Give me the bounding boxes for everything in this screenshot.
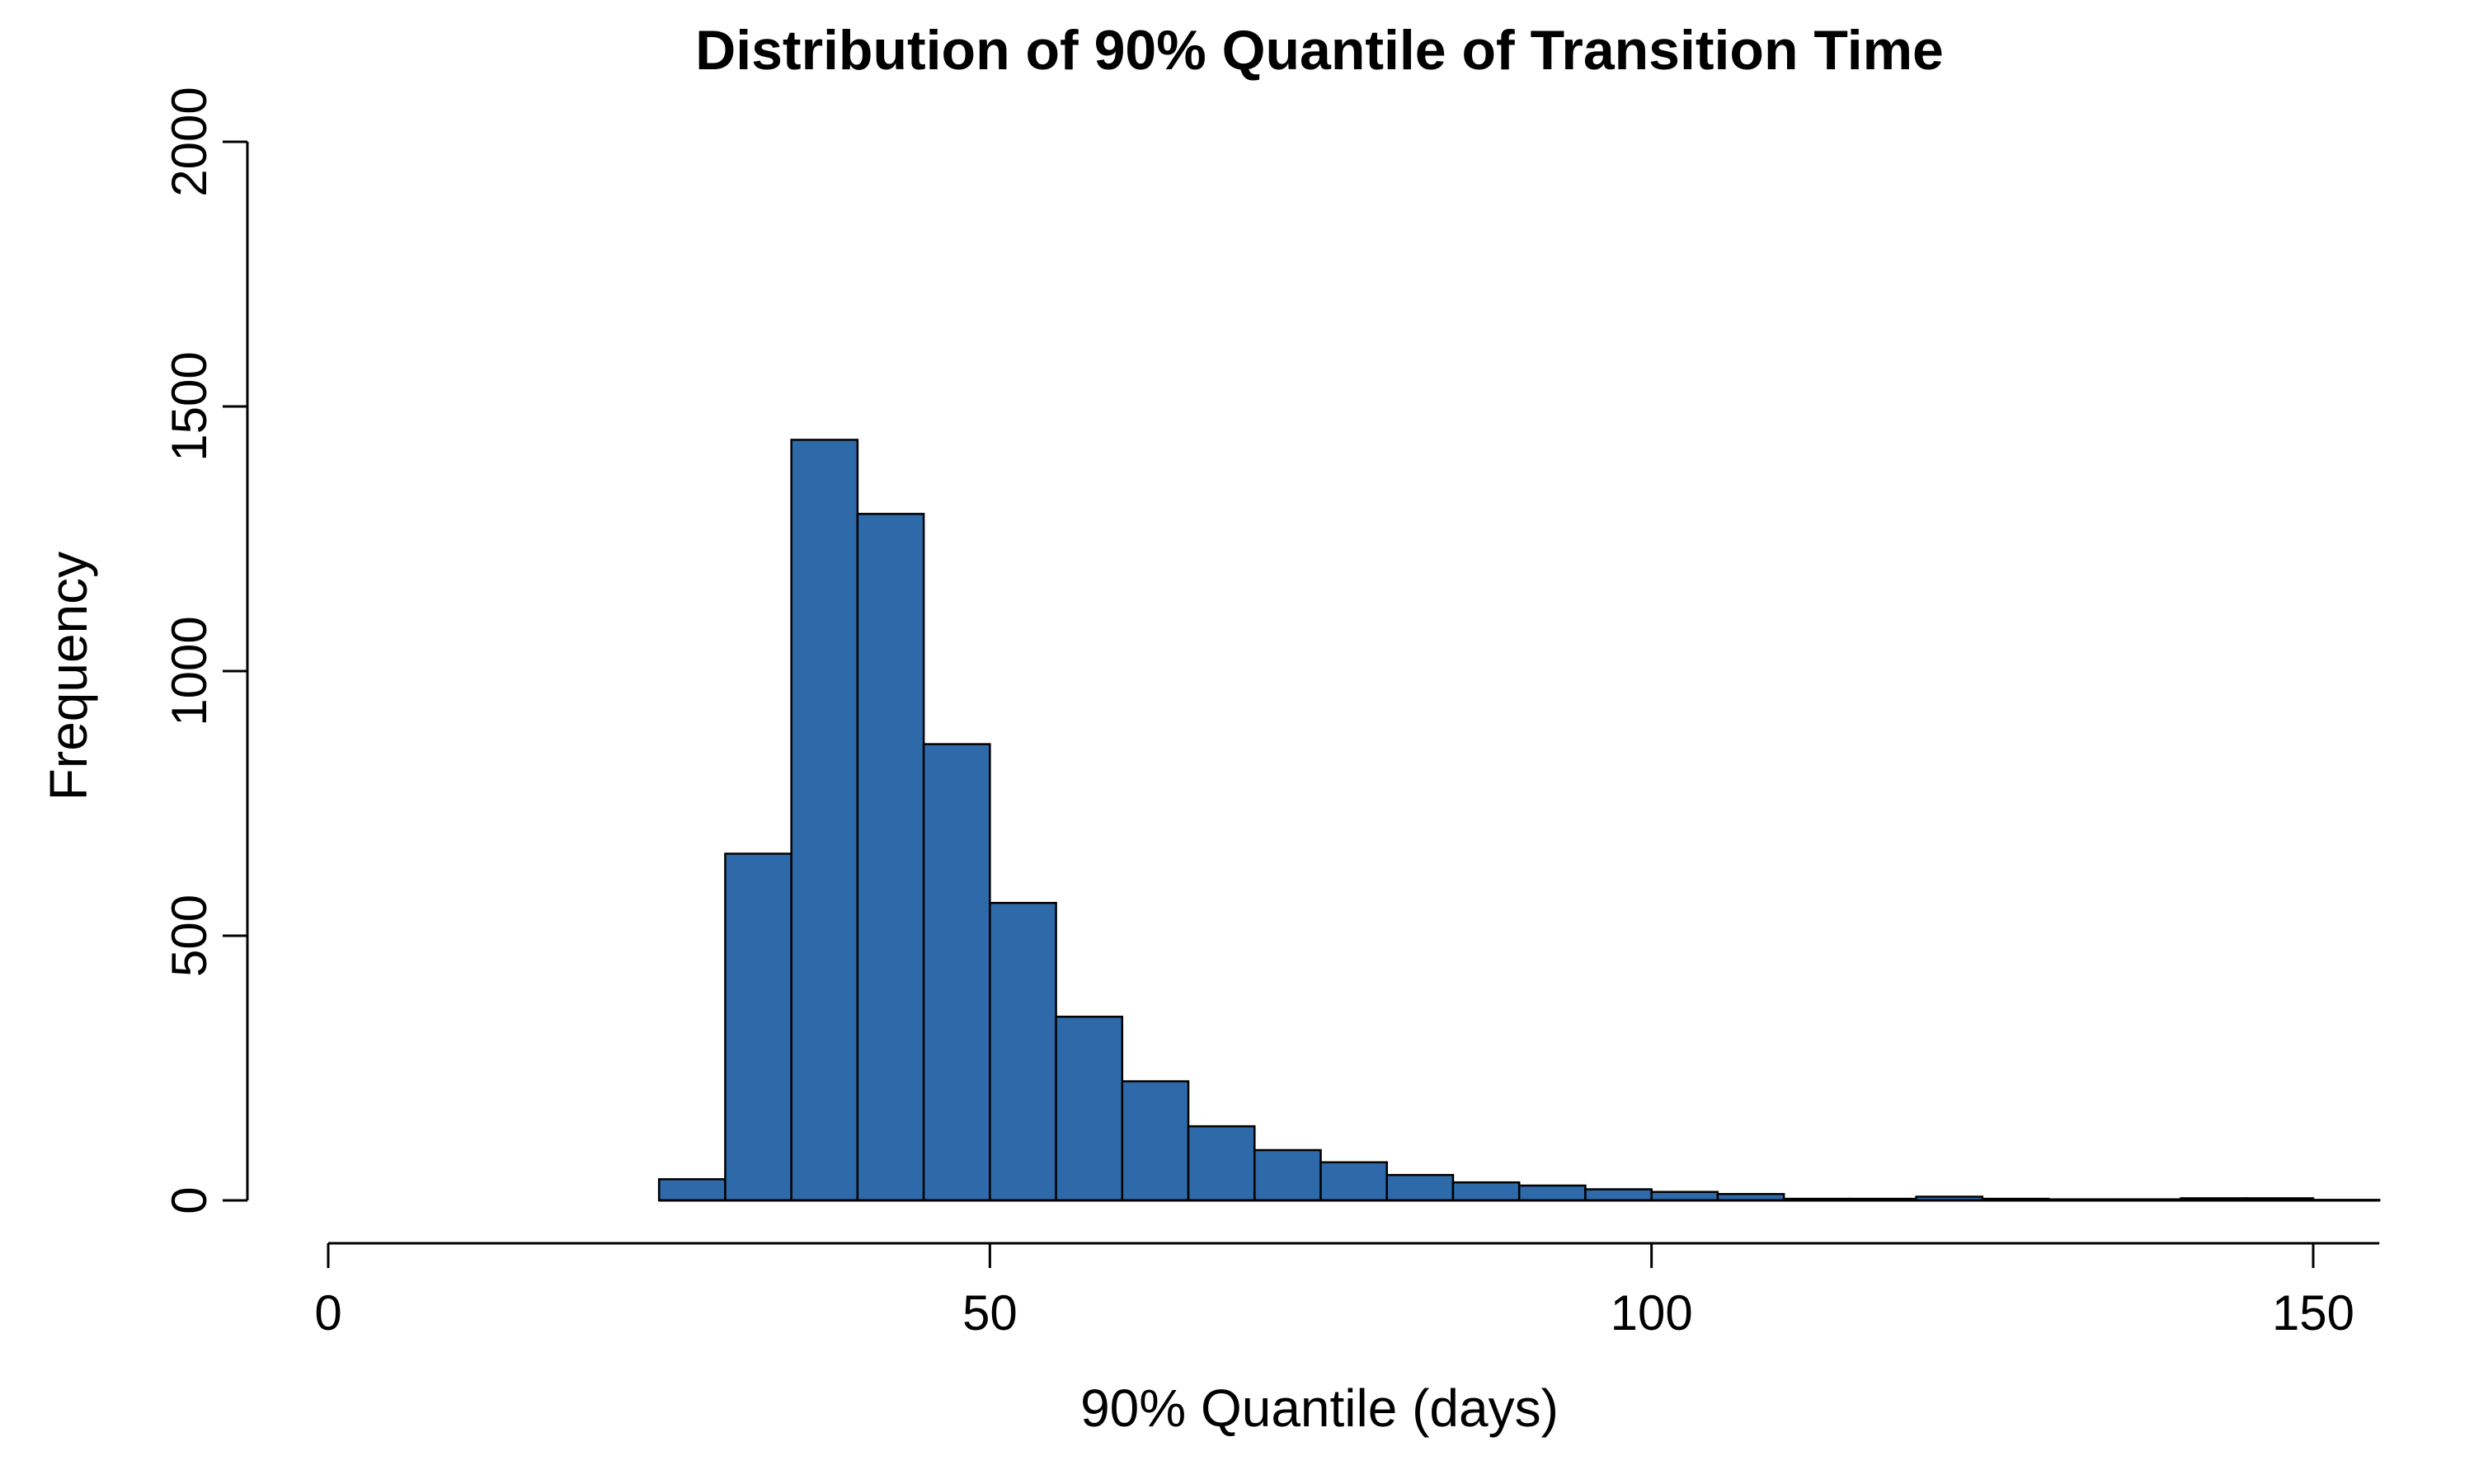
histogram-bar <box>1121 1080 1190 1202</box>
x-tick-label: 50 <box>962 1285 1018 1341</box>
x-axis: 0 50 100 150 <box>314 1242 2380 1341</box>
histogram-bar <box>1187 1125 1256 1202</box>
histogram-bar <box>1385 1173 1455 1202</box>
y-axis: 0 500 1000 1500 2000 <box>162 87 249 1214</box>
histogram-bar <box>1517 1184 1587 1202</box>
y-tick-label: 1000 <box>162 616 217 726</box>
histogram-bar <box>1253 1148 1322 1202</box>
x-tick-label: 0 <box>314 1285 341 1341</box>
histogram-bar <box>1584 1188 1653 1202</box>
histogram-bar <box>1451 1181 1521 1202</box>
histogram-bar <box>989 901 1057 1202</box>
y-tick-label: 500 <box>162 895 217 977</box>
histogram-bar <box>922 743 991 1202</box>
y-tick-label: 2000 <box>162 87 217 196</box>
bars-group <box>657 439 2381 1202</box>
chart-title: Distribution of 90% Quantile of Transiti… <box>695 19 1944 82</box>
x-axis-label: 90% Quantile (days) <box>1080 1378 1559 1438</box>
x-tick-label: 100 <box>1611 1285 1693 1341</box>
histogram-bar <box>790 439 859 1202</box>
y-axis-label: Frequency <box>39 552 98 801</box>
histogram-bar <box>724 852 793 1202</box>
y-tick-label: 1500 <box>162 351 217 461</box>
x-tick-label: 150 <box>2272 1285 2354 1341</box>
y-tick-label: 0 <box>162 1186 217 1214</box>
histogram-bar <box>1319 1161 1388 1202</box>
histogram-bar <box>856 513 925 1202</box>
histogram-bar <box>657 1178 727 1202</box>
histogram-bar <box>1055 1015 1124 1202</box>
histogram-bar <box>1650 1190 1719 1202</box>
